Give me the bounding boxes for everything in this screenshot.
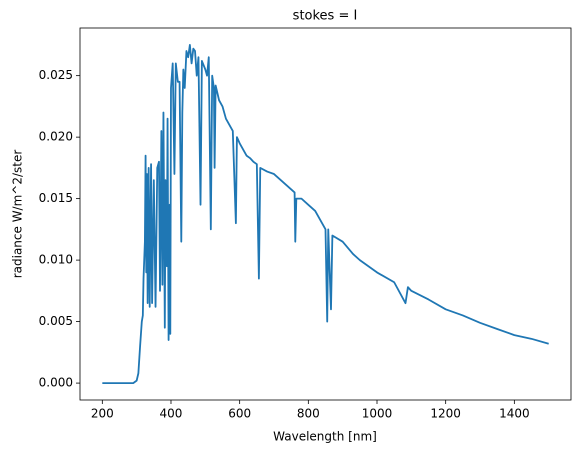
y-tick-label: 0.015 xyxy=(39,191,73,205)
x-tick-label: 600 xyxy=(228,407,251,421)
x-tick-label: 200 xyxy=(91,407,114,421)
x-axis-label: Wavelength [nm] xyxy=(273,430,377,444)
x-tick-label: 1000 xyxy=(362,407,393,421)
x-tick-label: 400 xyxy=(160,407,183,421)
axes-frame xyxy=(79,27,572,401)
chart-title: stokes = I xyxy=(293,9,358,24)
y-tick-label: 0.010 xyxy=(39,253,73,267)
line-series xyxy=(102,44,549,384)
y-tick-label: 0.005 xyxy=(39,314,73,328)
x-tick-label: 800 xyxy=(297,407,320,421)
y-tick-label: 0.000 xyxy=(39,376,73,390)
x-tick-label: 1400 xyxy=(499,407,530,421)
y-tick-label: 0.020 xyxy=(39,130,73,144)
y-axis-label: radiance W/m^2/ster xyxy=(11,150,25,279)
y-tick-label: 0.025 xyxy=(39,68,73,82)
x-tick-label: 1200 xyxy=(430,407,461,421)
